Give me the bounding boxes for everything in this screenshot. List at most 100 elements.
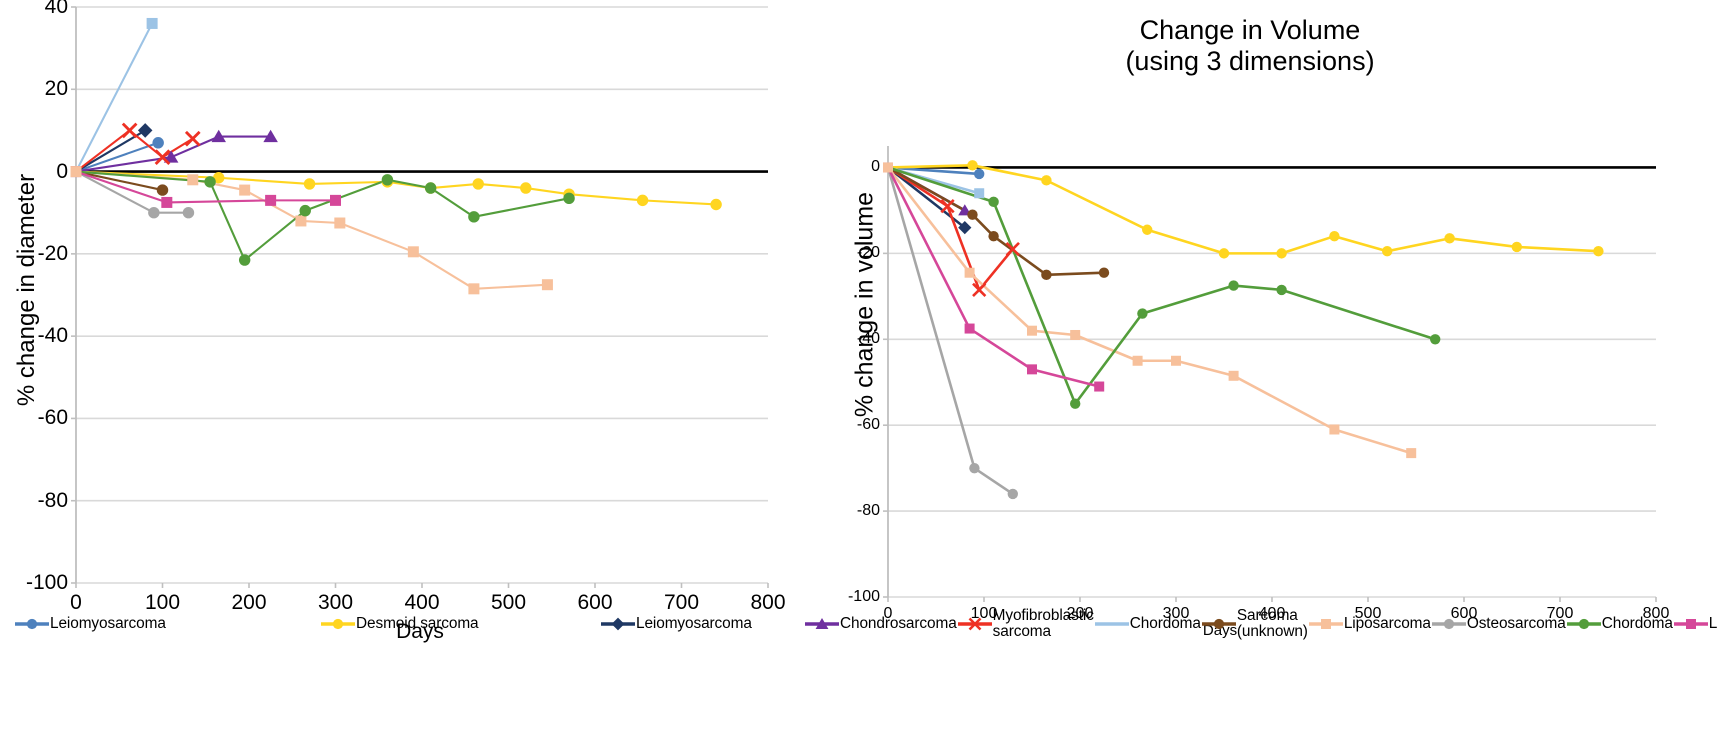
legend-item-label: Osteosarcoma (1466, 614, 1566, 632)
left-x-axis-title: Days (396, 620, 444, 643)
x-tick-label: 400 (1258, 605, 1286, 622)
legend-item-label: Leiomyosarcoma (50, 614, 166, 632)
data-point-circle (1137, 308, 1148, 319)
data-point-circle (520, 182, 532, 194)
legend-item[interactable]: Chondrosarcoma (804, 615, 957, 632)
legend-item-label: Chordoma (1129, 614, 1201, 632)
data-point-circle (1142, 224, 1153, 235)
data-point-circle (1007, 488, 1018, 500)
y-tick-label: -40 (856, 330, 880, 348)
legend-item[interactable]: Chordoma (1094, 615, 1201, 632)
data-point-circle (303, 178, 316, 190)
series-9-chordoma (74, 170, 571, 262)
data-point-circle (156, 184, 169, 196)
x-tick-label: 0 (883, 605, 893, 622)
data-point-circle (1276, 248, 1287, 259)
legend-item[interactable]: Liposarcoma (1308, 615, 1431, 632)
data-point-square (964, 323, 975, 334)
right-chart-title: Change in Volume (using 3 dimensions) (1125, 15, 1375, 77)
right-chart-plot (883, 146, 1657, 602)
data-point-square (146, 17, 158, 29)
legend-item[interactable]: Leiomyosarcoma (600, 615, 804, 632)
y-tick-label: -60 (856, 416, 880, 434)
legend-line-cross-icon (957, 617, 993, 631)
data-point-circle (1382, 246, 1393, 257)
data-point-diamond (137, 123, 153, 138)
x-tick-label: 300 (317, 591, 354, 614)
legend-item-label: Desmoid sarcoma (356, 614, 479, 632)
legend-item[interactable]: Desmoid sarcoma (320, 615, 600, 632)
series-4-myofibroblastic-sarcoma (74, 129, 194, 173)
x-tick-label: 100 (144, 591, 181, 614)
x-tick-label: 500 (1354, 605, 1382, 622)
legend: Leiomyosarcoma Desmoid sarcoma Leiomyosarc… (14, 608, 1717, 639)
data-point-square (334, 217, 346, 229)
data-point-diamond (958, 221, 972, 235)
x-tick-label: 600 (1450, 605, 1478, 622)
x-tick-label: 200 (231, 591, 267, 614)
data-point-square (541, 279, 553, 291)
data-point-triangle (211, 129, 226, 143)
y-tick-label: -80 (856, 502, 880, 520)
y-tick-label: -80 (37, 488, 68, 512)
legend-line-triangle-icon (804, 617, 840, 631)
data-point-circle (213, 172, 225, 184)
data-point-circle (148, 206, 160, 219)
left-chart-panel: Change in Longest Diameter % change in d… (0, 0, 830, 643)
data-point-square (70, 166, 82, 178)
data-point-square (974, 188, 985, 199)
data-point-cross (184, 130, 201, 147)
data-point-circle (1511, 241, 1522, 253)
legend-item[interactable]: Sarcoma (unknown) (1201, 608, 1308, 639)
right-chart-panel: Change in Volume (using 3 dimensions) % … (830, 0, 1717, 640)
data-point-square (239, 184, 251, 196)
data-point-circle (1276, 284, 1287, 296)
series-2-leiomyosarcoma (74, 129, 147, 173)
left-chart-plot (70, 6, 769, 588)
data-point-square (161, 196, 173, 208)
legend-line-square-icon (1308, 617, 1344, 631)
legend-line-diamond-icon (600, 617, 636, 631)
data-point-cross (1005, 241, 1020, 257)
x-tick-label: 700 (1546, 605, 1574, 622)
data-point-circle (472, 178, 484, 190)
data-point-square (295, 215, 307, 227)
y-tick-label: -100 (847, 588, 880, 605)
legend-item[interactable]: Leiomyosarcoma (14, 615, 320, 632)
data-point-cross (121, 122, 138, 139)
data-point-circle (381, 174, 394, 186)
data-point-circle (563, 192, 575, 205)
data-point-circle (967, 160, 978, 171)
series-5-chordoma (74, 22, 154, 173)
data-point-circle (299, 204, 311, 217)
y-tick-label: -20 (856, 244, 880, 262)
data-point-cross (972, 282, 987, 298)
legend-line-circle-icon (1431, 617, 1467, 631)
data-point-circle (1041, 269, 1052, 281)
legend-line-circle-icon (1566, 617, 1602, 631)
data-point-circle (204, 176, 216, 188)
data-point-circle (182, 206, 195, 219)
legend-item-label: Leiomyosarcoma (1708, 614, 1717, 632)
data-point-square (187, 174, 199, 186)
data-point-square (265, 194, 277, 206)
data-point-circle (974, 168, 985, 180)
data-point-circle (988, 231, 999, 242)
series-10-leiomyosarcoma (74, 170, 337, 204)
data-point-circle (152, 137, 164, 149)
legend-item[interactable]: Chordoma (1566, 615, 1673, 632)
series-0-leiomyosarcoma (886, 166, 981, 176)
data-point-square (1406, 448, 1417, 459)
series-10-leiomyosarcoma (886, 166, 1101, 388)
series-1-desmoid-sarcoma (74, 170, 718, 206)
x-tick-label: 0 (70, 591, 82, 614)
legend-item[interactable]: Leiomyosarcoma (1673, 615, 1717, 632)
data-point-square (883, 162, 893, 173)
data-point-circle (1098, 267, 1110, 278)
legend-line-circle-icon (320, 617, 356, 631)
data-point-circle (636, 194, 649, 207)
legend-item[interactable]: Osteosarcoma (1431, 615, 1566, 632)
legend-item[interactable]: Myofibroblastic sarcoma (957, 608, 1094, 639)
x-tick-label: 100 (970, 605, 998, 622)
